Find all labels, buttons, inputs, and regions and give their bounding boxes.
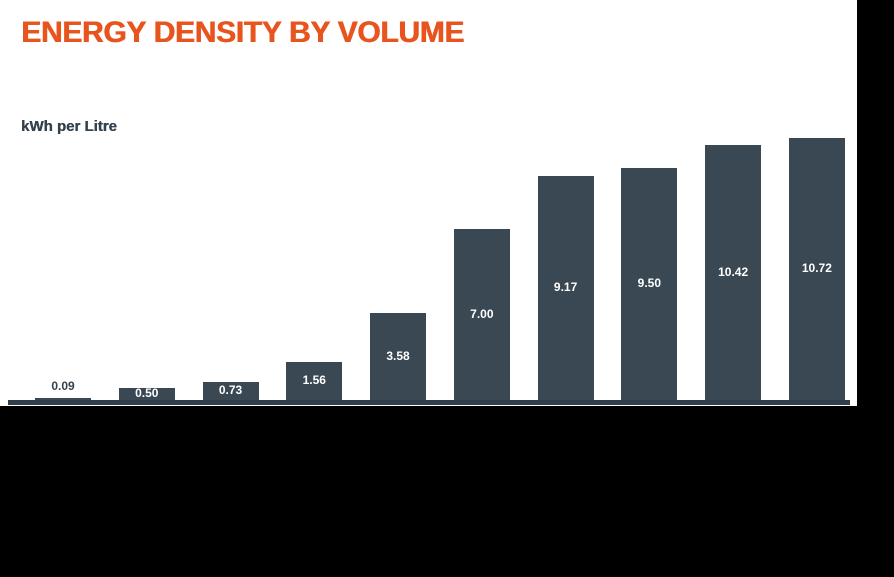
bar-value-label: 9.50	[637, 276, 662, 290]
bar: 0.73	[202, 382, 259, 400]
bar-value-label: 10.42	[718, 265, 749, 279]
bar-value-label: 3.58	[386, 349, 410, 363]
x-axis-line	[8, 400, 850, 405]
bar-value-label: 0.50	[135, 386, 159, 400]
bar: 3.58	[370, 313, 427, 400]
chart-panel: ENERGY DENSITY BY VOLUME kWh per Litre 0…	[0, 0, 857, 406]
bar: 9.17	[537, 176, 594, 400]
bar-value-label: 7.00	[470, 307, 494, 321]
bar: 0.09	[35, 380, 91, 400]
bar: 0.50	[118, 387, 175, 400]
chart-title: ENERGY DENSITY BY VOLUME	[21, 16, 464, 49]
bar-value-label: 0.73	[218, 383, 243, 397]
bar-chart: 0.09 0.50 0.73 1.56 3.58 7.00 9.17 9.50 10.42 10.…	[35, 137, 845, 400]
bar: 7.00	[453, 229, 510, 400]
bar-value-label: 0.09	[51, 379, 75, 393]
bar: 10.42	[705, 145, 762, 400]
bar-value-label: 10.72	[801, 261, 832, 275]
bar: 9.50	[621, 168, 678, 400]
bar: 10.72	[788, 138, 845, 400]
bar-value-label: 9.17	[553, 280, 578, 294]
bar: 1.56	[286, 362, 343, 400]
y-axis-unit-label: kWh per Litre	[21, 118, 117, 135]
bar-value-label: 1.56	[302, 373, 326, 387]
